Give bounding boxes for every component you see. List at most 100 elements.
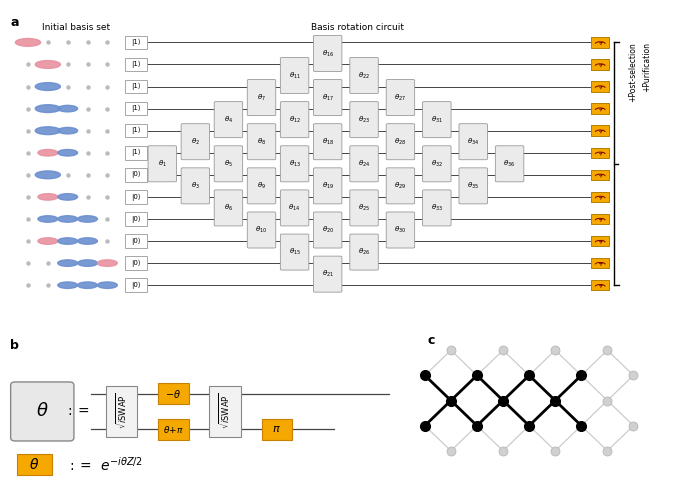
Text: $\theta_{33}$: $\theta_{33}$ — [431, 203, 443, 213]
FancyBboxPatch shape — [386, 80, 415, 116]
Text: |0⟩: |0⟩ — [131, 193, 140, 200]
Text: |1⟩: |1⟩ — [131, 105, 140, 112]
FancyBboxPatch shape — [423, 101, 451, 138]
Text: $\theta_{11}$: $\theta_{11}$ — [288, 71, 301, 81]
FancyBboxPatch shape — [591, 169, 610, 180]
FancyBboxPatch shape — [280, 190, 309, 226]
Ellipse shape — [58, 282, 78, 288]
FancyBboxPatch shape — [248, 212, 276, 248]
Text: |0⟩: |0⟩ — [131, 238, 140, 245]
Text: c: c — [428, 333, 435, 346]
FancyBboxPatch shape — [314, 80, 342, 116]
FancyBboxPatch shape — [314, 35, 342, 72]
Text: |0⟩: |0⟩ — [131, 215, 140, 223]
FancyBboxPatch shape — [280, 146, 309, 182]
FancyBboxPatch shape — [148, 146, 177, 182]
Text: $\theta_{6}$: $\theta_{6}$ — [224, 203, 233, 213]
FancyBboxPatch shape — [214, 146, 243, 182]
Ellipse shape — [78, 282, 98, 288]
FancyBboxPatch shape — [591, 59, 610, 70]
Text: Basis rotation circuit: Basis rotation circuit — [311, 23, 404, 32]
FancyBboxPatch shape — [314, 124, 342, 160]
FancyBboxPatch shape — [591, 148, 610, 158]
FancyBboxPatch shape — [106, 386, 137, 437]
FancyBboxPatch shape — [350, 58, 379, 93]
FancyBboxPatch shape — [591, 125, 610, 136]
FancyBboxPatch shape — [591, 258, 610, 268]
Text: a: a — [10, 16, 18, 29]
Text: $\theta_{22}$: $\theta_{22}$ — [358, 71, 370, 81]
Text: $:=$: $:=$ — [65, 405, 90, 418]
Ellipse shape — [38, 150, 58, 156]
Ellipse shape — [35, 61, 61, 69]
FancyBboxPatch shape — [209, 386, 241, 437]
Ellipse shape — [58, 105, 78, 112]
FancyBboxPatch shape — [280, 234, 309, 270]
FancyBboxPatch shape — [125, 234, 147, 248]
Ellipse shape — [98, 282, 117, 288]
FancyBboxPatch shape — [350, 234, 379, 270]
Text: $\theta_{35}$: $\theta_{35}$ — [467, 181, 479, 191]
FancyBboxPatch shape — [591, 82, 610, 92]
Text: $\theta_{19}$: $\theta_{19}$ — [322, 181, 333, 191]
Ellipse shape — [98, 260, 117, 266]
Text: $\theta_{24}$: $\theta_{24}$ — [358, 159, 370, 169]
Text: $\theta_{2}$: $\theta_{2}$ — [191, 137, 200, 147]
Text: $\theta_{18}$: $\theta_{18}$ — [321, 137, 333, 147]
Ellipse shape — [78, 238, 98, 245]
Text: |1⟩: |1⟩ — [131, 83, 140, 90]
FancyBboxPatch shape — [459, 168, 488, 204]
Ellipse shape — [58, 150, 78, 156]
Text: $\theta_{5}$: $\theta_{5}$ — [224, 159, 233, 169]
Text: $\theta_{9}$: $\theta_{9}$ — [257, 181, 266, 191]
FancyBboxPatch shape — [386, 168, 415, 204]
Text: b: b — [10, 339, 18, 352]
Text: $\theta_{36}$: $\theta_{36}$ — [503, 159, 516, 169]
FancyBboxPatch shape — [591, 280, 610, 290]
Ellipse shape — [78, 260, 98, 266]
FancyBboxPatch shape — [214, 101, 243, 138]
FancyBboxPatch shape — [314, 256, 342, 292]
FancyBboxPatch shape — [158, 419, 188, 439]
FancyBboxPatch shape — [423, 146, 451, 182]
Text: $\theta_{32}$: $\theta_{32}$ — [431, 159, 443, 169]
Text: $\theta_{34}$: $\theta_{34}$ — [467, 137, 479, 147]
Ellipse shape — [58, 216, 78, 222]
FancyBboxPatch shape — [350, 146, 379, 182]
Text: $-\theta$: $-\theta$ — [165, 388, 181, 400]
FancyBboxPatch shape — [314, 212, 342, 248]
FancyBboxPatch shape — [314, 168, 342, 204]
FancyBboxPatch shape — [125, 190, 147, 204]
Text: $\theta_{20}$: $\theta_{20}$ — [321, 225, 333, 235]
Text: Initial basis set: Initial basis set — [42, 23, 110, 32]
FancyBboxPatch shape — [125, 278, 147, 292]
Text: $\theta_{1}$: $\theta_{1}$ — [158, 159, 166, 169]
FancyBboxPatch shape — [591, 192, 610, 202]
Text: |1⟩: |1⟩ — [131, 127, 140, 134]
Text: $\theta_{17}$: $\theta_{17}$ — [322, 92, 333, 103]
Text: |0⟩: |0⟩ — [131, 171, 140, 178]
Text: +Purification: +Purification — [642, 42, 651, 92]
FancyBboxPatch shape — [591, 236, 610, 246]
FancyBboxPatch shape — [125, 212, 147, 226]
Ellipse shape — [38, 194, 58, 200]
Text: $\theta_{4}$: $\theta_{4}$ — [224, 114, 233, 125]
Ellipse shape — [16, 38, 40, 46]
FancyBboxPatch shape — [125, 80, 147, 93]
FancyBboxPatch shape — [248, 80, 276, 116]
FancyBboxPatch shape — [248, 168, 276, 204]
Ellipse shape — [58, 238, 78, 245]
Text: $\theta_{16}$: $\theta_{16}$ — [321, 48, 333, 59]
Ellipse shape — [35, 171, 61, 179]
Text: $\theta$: $\theta$ — [36, 403, 48, 420]
FancyBboxPatch shape — [591, 37, 610, 48]
FancyBboxPatch shape — [248, 124, 276, 160]
Text: $\theta_{7}$: $\theta_{7}$ — [257, 92, 266, 103]
Text: $\theta_{3}$: $\theta_{3}$ — [191, 181, 200, 191]
FancyBboxPatch shape — [125, 256, 147, 270]
Text: $\theta_{15}$: $\theta_{15}$ — [288, 247, 301, 257]
FancyBboxPatch shape — [459, 124, 488, 160]
Text: $\sqrt{i\mathrm{SWAP}}$: $\sqrt{i\mathrm{SWAP}}$ — [114, 394, 129, 429]
Text: |1⟩: |1⟩ — [131, 39, 140, 46]
Text: $\theta_{29}$: $\theta_{29}$ — [394, 181, 406, 191]
